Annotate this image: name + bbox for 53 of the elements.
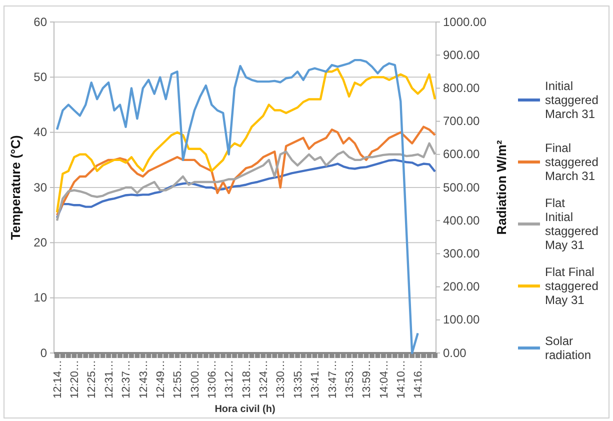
legend-label: Flat Final staggered May 31 <box>545 265 598 307</box>
y2-tick-label: 900.00 <box>443 48 480 62</box>
x-tick-label: 14:04… <box>378 360 390 399</box>
x-tick-label: 13:18… <box>240 360 253 399</box>
x-tick-label: 12:37… <box>120 360 133 399</box>
x-tick-label: 13:06… <box>206 360 218 399</box>
line-series <box>56 68 436 214</box>
x-tick-label: 12:55… <box>172 360 184 399</box>
legend-label: Flat Initial staggered May 31 <box>545 196 598 252</box>
x-tick-label: 12:49… <box>154 360 167 399</box>
legend-label: Final staggered March 31 <box>545 141 598 183</box>
x-tick-label: 12:20… <box>69 360 82 399</box>
y2-tick-label: 0.00 <box>443 346 467 360</box>
y-tick-label: 50 <box>34 70 48 84</box>
y2-tick-label: 600.00 <box>443 147 480 162</box>
x-tick-label: 13:41… <box>310 360 322 399</box>
line-series <box>56 58 419 354</box>
x-tick-label: 13:30… <box>275 360 288 399</box>
y2-tick-label: 100.00 <box>443 312 480 327</box>
y-tick-label: 20 <box>34 236 48 250</box>
line-series <box>56 126 436 216</box>
legend-label: Solar radiation <box>545 334 592 362</box>
y-tick-label: 30 <box>34 180 48 194</box>
y2-tick-label: 700.00 <box>443 114 480 128</box>
legend-label: Initial staggered March 31 <box>545 79 598 121</box>
x-tick-label: 13:35… <box>292 360 304 399</box>
y2-tick-label: 300.00 <box>443 246 480 261</box>
y2-axis-title: Radiation W/m² <box>494 140 509 235</box>
x-axis-title: Hora civil (h) <box>214 404 276 415</box>
x-tick-label: 12:43… <box>138 360 150 399</box>
y2-tick-label: 400.00 <box>443 213 480 228</box>
x-tick-label: 13:53… <box>344 360 356 399</box>
x-tick-label: 13:24… <box>258 360 270 399</box>
x-tick-label: 12:25… <box>86 360 98 399</box>
line-series <box>56 158 436 219</box>
x-tick-label: 12:31… <box>103 360 116 399</box>
x-tick-label: 14:10… <box>395 360 408 399</box>
y-tick-label: 10 <box>34 290 48 305</box>
x-tick-label: 13:00… <box>189 360 202 399</box>
y2-tick-label: 1000.00 <box>443 14 487 29</box>
x-tick-label: 14:16… <box>412 360 425 399</box>
x-tick-label: 12:14… <box>52 360 64 399</box>
y2-tick-label: 500.00 <box>443 180 480 194</box>
x-tick-label: 13:47… <box>326 360 339 399</box>
line-series <box>56 142 436 222</box>
y-axis-title: Temperature (°C) <box>8 135 23 240</box>
x-tick-label: 13:12… <box>224 360 236 399</box>
y-tick-label: 60 <box>34 14 48 29</box>
x-tick-label: 13:59… <box>361 360 374 399</box>
y-tick-label: 0 <box>40 346 48 360</box>
y2-tick-label: 800.00 <box>443 81 480 96</box>
y-tick-label: 40 <box>34 125 48 140</box>
y2-tick-label: 200.00 <box>443 280 480 294</box>
